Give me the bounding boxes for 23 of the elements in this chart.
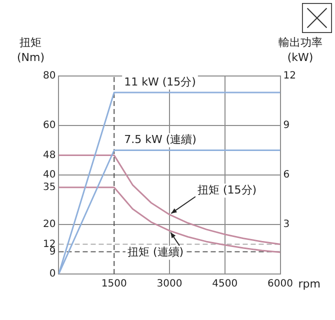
y-tick-label: 48 [42,150,56,161]
x-tick-label: 6000 [268,278,293,290]
y-axis-title: 扭矩 (Nm) [16,36,44,64]
y-tick-label: 35 [42,182,56,193]
x-tick-label: 4500 [212,278,238,290]
y2-tick-label: 12 [283,70,296,82]
y2-tick-label: 3 [283,219,290,230]
series-label: 扭矩 (連續) [128,246,184,259]
y-tick-label: 0 [49,268,56,280]
y-tick-label: 9 [49,246,56,258]
y-tick-label: 40 [42,170,56,181]
x-tick-label: 3000 [156,278,182,290]
y-tick-label: 80 [42,70,56,82]
y-tick-label: 20 [42,219,56,230]
y-tick-label: 60 [42,120,56,132]
x-axis-title: rpm [298,277,321,290]
series-label: 7.5 kW (連續) [124,133,196,146]
series-label: 11 kW (15分) [124,75,196,88]
y2-axis-title: 輸出功率 (kW) [278,36,322,64]
y2-tick-label: 9 [283,120,290,132]
y2-tick-label: 6 [283,170,290,181]
text: 扭矩 (15分) [198,183,257,196]
x-tick-label: 1500 [101,278,127,290]
